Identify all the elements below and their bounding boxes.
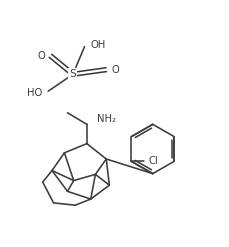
Text: HO: HO [27,88,42,98]
Text: NH₂: NH₂ [97,114,115,124]
Text: S: S [69,69,76,79]
Text: O: O [37,51,45,61]
Text: OH: OH [90,40,106,50]
Text: Cl: Cl [148,156,157,166]
Text: O: O [111,65,119,75]
